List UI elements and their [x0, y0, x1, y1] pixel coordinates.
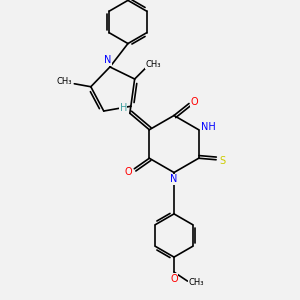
Text: CH₃: CH₃	[188, 278, 204, 287]
Text: S: S	[219, 156, 225, 166]
Text: O: O	[124, 167, 132, 177]
Text: CH₃: CH₃	[146, 59, 161, 68]
Text: N: N	[104, 56, 111, 65]
Text: NH: NH	[201, 122, 216, 132]
Text: O: O	[190, 97, 198, 107]
Text: H: H	[119, 103, 127, 113]
Text: CH₃: CH₃	[56, 77, 72, 86]
Text: N: N	[170, 174, 178, 184]
Text: O: O	[170, 274, 178, 284]
